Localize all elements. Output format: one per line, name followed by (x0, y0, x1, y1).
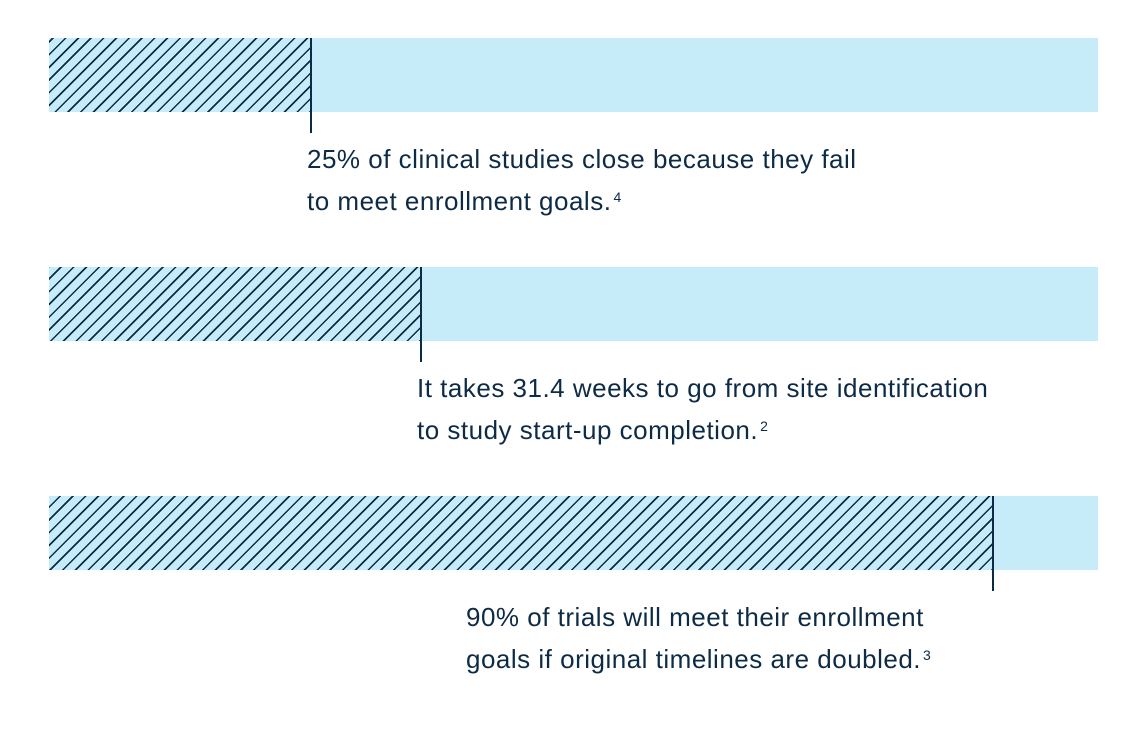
stat-annotation-line1: It takes 31.4 weeks to go from site iden… (417, 373, 989, 403)
stat-annotation-line2: goals if original timelines are doubled.… (466, 638, 931, 680)
footnote-reference: 3 (923, 647, 932, 663)
stat-annotation: 90% of trials will meet their enrollment… (466, 596, 931, 680)
bar-fill-hatched (49, 496, 993, 570)
value-marker-line (420, 267, 422, 362)
footnote-reference: 2 (760, 418, 769, 434)
bar-fill-hatched (49, 38, 311, 112)
bar-track (49, 267, 1098, 341)
stat-annotation-line2-text: goals if original timelines are doubled. (466, 644, 922, 674)
bar-track (49, 496, 1098, 570)
stat-annotation-line2-text: to study start-up completion. (417, 415, 759, 445)
footnote-reference: 4 (613, 189, 622, 205)
bar-track (49, 38, 1098, 112)
value-marker-line (992, 496, 994, 591)
bar-fill-hatched (49, 267, 421, 341)
stat-annotation: 25% of clinical studies close because th… (307, 138, 857, 222)
stat-annotation-line2-text: to meet enrollment goals. (307, 186, 612, 216)
stat-annotation-line2: to meet enrollment goals. 4 (307, 180, 857, 222)
stat-annotation-line1: 90% of trials will meet their enrollment (466, 602, 924, 632)
stat-annotation-line1: 25% of clinical studies close because th… (307, 144, 857, 174)
value-marker-line (310, 38, 312, 133)
stat-annotation: It takes 31.4 weeks to go from site iden… (417, 367, 988, 451)
stat-annotation-line2: to study start-up completion. 2 (417, 409, 988, 451)
